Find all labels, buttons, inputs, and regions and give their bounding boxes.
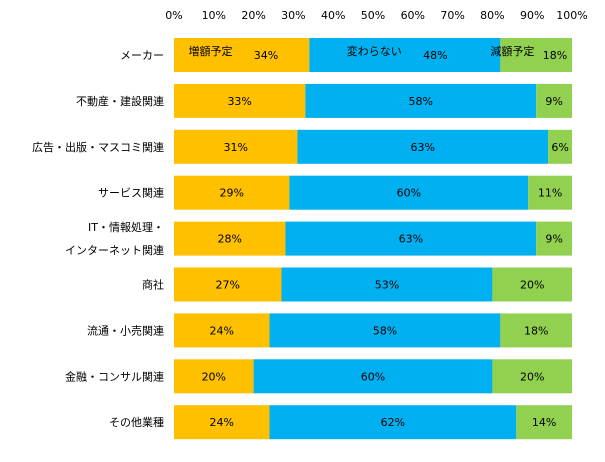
bar-segment [516,405,572,440]
bar-value-label: 60% [397,187,421,200]
x-axis-ticks: 0% 10% 20% 30% 40% 50% 60% 70% 80% 90% 100% [165,9,587,22]
x-tick-label: 50% [361,9,385,22]
bar-value-label: 24% [210,416,234,429]
x-tick-label: 10% [202,9,226,22]
bar-segment [500,38,572,72]
bar-segment [174,83,306,118]
bar-value-label: 34% [254,49,278,62]
bar-value-label: 60% [361,370,385,383]
bar-segment [174,313,270,348]
bar-segment [253,359,493,394]
bar-segment [269,313,501,348]
bars: 34% 増額予定 48% 変わらない 18% 減額予定 33% 58% 9% 31% 63% 6% 29… [174,38,572,440]
bar-value-label: 20% [520,370,544,383]
bar-value-label: 48% [423,49,447,62]
category-label: 不動産・建設関連 [76,94,164,108]
category-label: 商社 [142,278,164,292]
bar-value-label: 63% [411,141,435,154]
bar-value-label: 11% [538,187,562,200]
bar-value-label: 20% [202,370,226,383]
category-label: IT・情報処理・ [88,221,164,234]
bar-segment [548,129,572,164]
bar-segment [174,405,270,440]
x-tick-label: 60% [401,9,425,22]
bar-value-label: 53% [375,279,399,292]
bar-segment [174,221,286,256]
bar-value-label: 9% [545,233,562,246]
bar-value-label: 63% [399,233,423,246]
category-label: 金融・コンサル関連 [65,369,164,383]
bar-segment [297,129,549,164]
x-tick-label: 80% [480,9,504,22]
bar-segment [528,175,572,210]
bar-segment [281,267,493,302]
bar-value-label: 58% [409,95,433,108]
legend-label: 変わらない [347,44,402,58]
bar-value-label: 58% [373,324,397,337]
bar-value-label: 28% [217,233,241,246]
bar-segment [174,129,298,164]
bar-value-label: 18% [524,324,548,337]
bar-segment [174,359,254,394]
bar-value-label: 6% [551,141,568,154]
bar-value-label: 20% [520,279,544,292]
bar-segment [174,267,282,302]
bar-segment [174,175,290,210]
x-tick-label: 100% [556,9,587,22]
bar-segment [492,359,572,394]
bar-segment [269,405,517,440]
bar-segment [285,221,537,256]
bar-value-label: 24% [210,324,234,337]
bar-segment [305,83,537,118]
x-tick-label: 70% [440,9,464,22]
legend-label: 減額予定 [490,44,534,58]
bar-value-label: 18% [543,49,567,62]
x-tick-label: 40% [321,9,345,22]
x-tick-label: 90% [520,9,544,22]
bar-value-label: 33% [227,95,251,108]
bar-segment [309,38,501,72]
bar-value-label: 9% [545,95,562,108]
category-label: その他業種 [109,415,164,429]
category-label: メーカー [120,49,164,62]
x-tick-label: 20% [241,9,265,22]
category-label: サービス関連 [98,186,164,200]
bar-segment [536,221,572,256]
category-label: 広告・出版・マスコミ関連 [32,140,164,154]
legend-label: 増額予定 [189,44,233,58]
bar-value-label: 31% [223,141,247,154]
category-label: インターネット関連 [65,243,164,257]
bar-value-label: 29% [219,187,243,200]
x-tick-label: 30% [281,9,305,22]
bar-segment [500,313,572,348]
bar-value-label: 27% [216,279,240,292]
bar-segment [536,83,572,118]
bar-segment [492,267,572,302]
bar-segment [289,175,529,210]
bar-value-label: 62% [381,416,405,429]
bar-value-label: 14% [532,416,556,429]
bar-segment [174,38,310,72]
category-label: 流通・小売関連 [87,323,164,337]
x-tick-label: 0% [165,9,182,22]
